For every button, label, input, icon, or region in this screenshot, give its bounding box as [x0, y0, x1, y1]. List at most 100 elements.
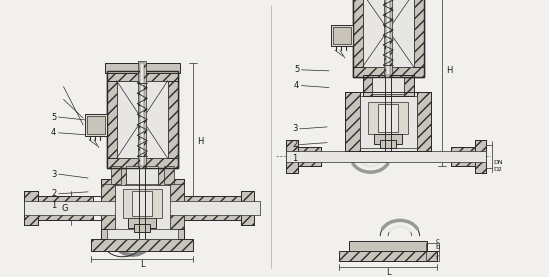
Bar [182, 196, 240, 220]
Bar [345, 93, 432, 152]
Bar [138, 61, 146, 168]
Bar [24, 201, 260, 216]
Bar [140, 63, 144, 166]
Bar [362, 75, 372, 96]
Bar [360, 96, 417, 148]
Bar [166, 179, 183, 238]
Bar [362, 0, 414, 67]
Bar [24, 191, 38, 225]
Bar [101, 184, 115, 238]
Bar [116, 164, 126, 186]
Text: DN: DN [494, 160, 503, 165]
Bar [107, 81, 116, 158]
Bar [398, 102, 408, 134]
Text: H: H [197, 137, 204, 146]
Bar [286, 150, 486, 162]
Bar [331, 25, 352, 46]
Bar [362, 75, 414, 96]
Bar [404, 75, 414, 96]
Text: 1: 1 [51, 201, 56, 210]
Bar [105, 63, 180, 73]
Bar [116, 81, 168, 158]
Bar [345, 93, 432, 152]
Text: f: f [436, 255, 439, 261]
Bar [24, 191, 38, 225]
Bar [107, 71, 177, 168]
Bar [152, 189, 162, 218]
Bar [240, 191, 254, 225]
Bar [417, 93, 432, 152]
Bar [105, 63, 180, 73]
Bar [107, 229, 177, 239]
Bar [158, 164, 168, 186]
Bar [298, 147, 321, 166]
Bar [164, 166, 173, 184]
Bar [380, 140, 396, 148]
Bar [182, 196, 240, 220]
Bar [101, 179, 119, 238]
Bar [91, 239, 193, 251]
Text: 4: 4 [294, 81, 299, 90]
Bar [107, 71, 177, 81]
Text: 5: 5 [294, 65, 299, 74]
Bar [170, 184, 183, 238]
Bar [286, 140, 298, 173]
Bar [240, 191, 254, 225]
Bar [451, 147, 475, 166]
Bar [128, 218, 156, 228]
Bar [425, 251, 439, 261]
Text: L: L [140, 260, 144, 269]
Bar [286, 140, 298, 173]
Bar [352, 0, 423, 77]
Bar [298, 147, 321, 166]
Bar [107, 158, 177, 168]
Text: 1: 1 [292, 154, 298, 163]
Text: H: H [446, 66, 452, 75]
Bar [116, 164, 168, 186]
Bar [352, 0, 423, 77]
Bar [345, 93, 360, 152]
Bar [368, 102, 408, 134]
Bar [101, 229, 183, 239]
Text: 3: 3 [51, 170, 57, 179]
Bar [87, 116, 105, 134]
Text: b: b [435, 244, 440, 250]
Text: 3: 3 [292, 124, 298, 133]
Bar [475, 140, 486, 173]
Text: 5: 5 [51, 112, 56, 122]
Bar [101, 179, 183, 238]
Bar [34, 196, 93, 220]
Bar [451, 147, 475, 166]
Bar [349, 241, 428, 251]
Bar [126, 166, 158, 184]
Text: G: G [61, 204, 68, 212]
Bar [374, 134, 402, 144]
Bar [372, 77, 404, 94]
Bar [333, 27, 351, 44]
Bar [107, 71, 177, 168]
Bar [386, 0, 390, 75]
Bar [122, 189, 162, 218]
Bar [368, 102, 378, 134]
Bar [352, 0, 362, 67]
Bar [168, 81, 177, 158]
Bar [362, 75, 414, 96]
Text: 2: 2 [51, 189, 56, 198]
Bar [132, 191, 152, 216]
Bar [115, 185, 170, 234]
Bar [414, 0, 423, 67]
Bar [352, 67, 423, 77]
Bar [475, 140, 486, 173]
Bar [425, 243, 439, 251]
Bar [85, 114, 107, 136]
Bar [384, 0, 392, 77]
Bar [122, 189, 132, 218]
Bar [339, 251, 438, 261]
Text: 4: 4 [51, 128, 56, 137]
Text: c: c [435, 238, 439, 244]
Bar [111, 166, 121, 184]
Bar [135, 224, 150, 232]
Bar [378, 104, 398, 132]
Bar [34, 196, 93, 220]
Text: D2: D2 [494, 167, 503, 172]
